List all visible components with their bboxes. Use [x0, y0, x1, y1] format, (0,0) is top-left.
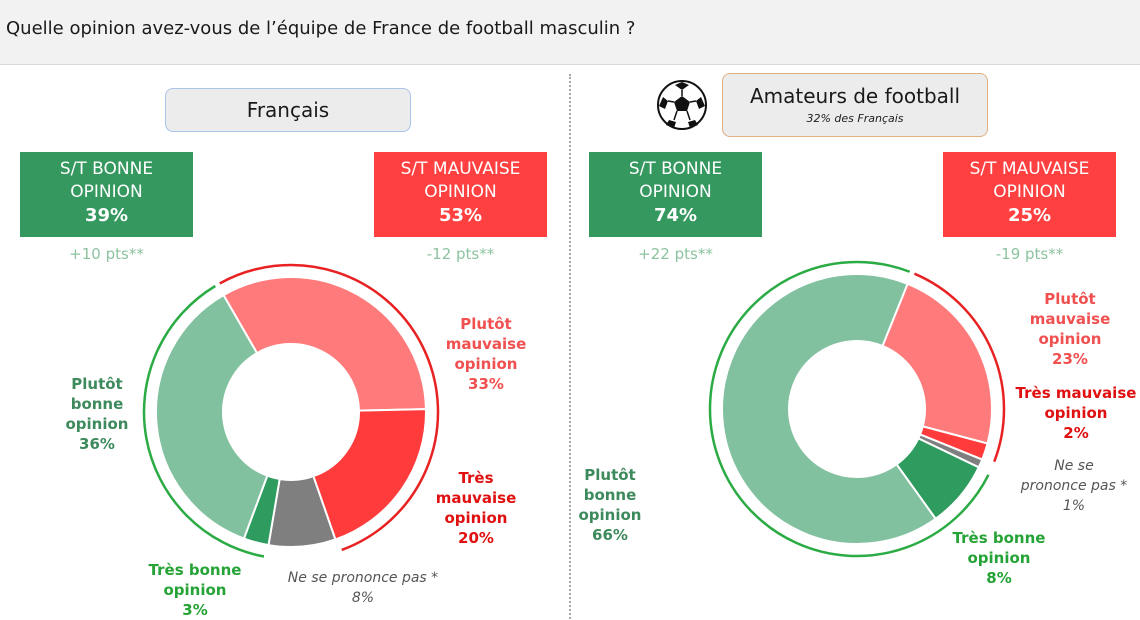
label-plutot-bonne: Plutôt bonne opinion 66% [578, 466, 642, 544]
good-summary-arc [708, 260, 990, 558]
panel-francais: Français S/T BONNE OPINION 39% +10 pts**… [0, 64, 570, 619]
question-text: Quelle opinion avez-vous de l’équipe de … [6, 18, 636, 39]
soccer-ball-icon [657, 80, 707, 130]
label-nsp: Ne se prononce pas * 1% [1020, 458, 1128, 514]
question-header: Quelle opinion avez-vous de l’équipe de … [0, 0, 1140, 65]
bad-box-line1: S/T MAUVAISE [400, 159, 521, 179]
bad-diff: -19 pts** [995, 245, 1064, 263]
panel-title: Français [246, 98, 330, 122]
label-tres-bonne: Très bonne opinion 3% [148, 561, 242, 619]
panel-subtitle: 32% des Français [806, 112, 904, 125]
good-box-pct: 74% [653, 205, 698, 226]
slice-tres-mauvaise [312, 408, 427, 541]
slice-plutot-mauvaise [881, 282, 993, 445]
label-plutot-mauvaise: Plutôt mauvaise opinion 23% [1029, 290, 1111, 368]
label-tres-mauvaise: Très mauvaise opinion 2% [1015, 384, 1137, 442]
good-diff: +10 pts** [69, 245, 144, 263]
panel-title: Amateurs de football [749, 84, 961, 108]
good-box-line2: OPINION [70, 182, 143, 202]
bad-box-pct: 53% [438, 205, 483, 226]
bad-diff: -12 pts** [426, 245, 495, 263]
bad-summary-arc [913, 272, 1006, 463]
label-nsp: Ne se prononce pas * 8% [287, 570, 439, 606]
panel-title-pill: Amateurs de football 32% des Français [722, 73, 988, 137]
bad-opinion-box: S/T MAUVAISE OPINION 25% [943, 152, 1116, 237]
slice-plutot-mauvaise [222, 276, 427, 412]
good-box-line2: OPINION [639, 182, 712, 202]
good-opinion-box: S/T BONNE OPINION 39% [20, 152, 193, 237]
bad-box-pct: 25% [1007, 205, 1052, 226]
bad-opinion-box: S/T MAUVAISE OPINION 53% [374, 152, 547, 237]
bad-box-line2: OPINION [993, 182, 1066, 202]
good-diff: +22 pts** [638, 245, 713, 263]
label-tres-mauvaise: Très mauvaise opinion 20% [435, 469, 517, 547]
good-opinion-box: S/T BONNE OPINION 74% [589, 152, 762, 237]
panel-title-pill: Français [165, 88, 411, 132]
label-plutot-mauvaise: Plutôt mauvaise opinion 33% [445, 315, 527, 393]
bad-summary-arc [219, 263, 440, 552]
label-tres-bonne: Très bonne opinion 8% [952, 529, 1046, 587]
slice-plutot-bonne [155, 293, 269, 540]
good-box-line1: S/T BONNE [628, 159, 723, 179]
donut-chart-francais [142, 263, 440, 558]
panel-divider [569, 74, 571, 619]
bad-box-line2: OPINION [424, 182, 497, 202]
donut-chart-amateurs [708, 260, 1006, 558]
panel-amateurs: Amateurs de football 32% des Français S/… [570, 64, 1140, 619]
good-box-pct: 39% [84, 205, 129, 226]
good-summary-arc [142, 284, 265, 558]
bad-box-line1: S/T MAUVAISE [969, 159, 1090, 179]
label-plutot-bonne: Plutôt bonne opinion 36% [65, 375, 129, 453]
slice-plutot-bonne [721, 273, 937, 545]
good-box-line1: S/T BONNE [59, 159, 154, 179]
